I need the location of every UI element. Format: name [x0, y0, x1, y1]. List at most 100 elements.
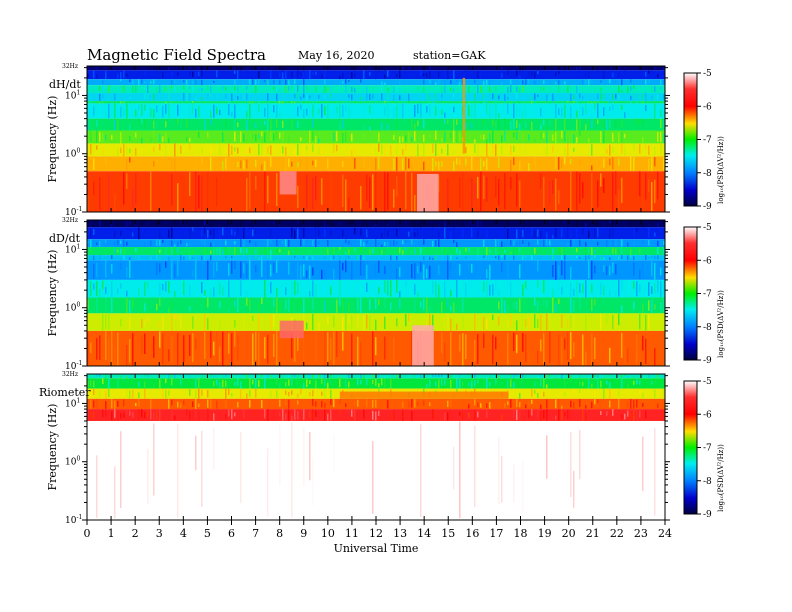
heatmap-streak [183, 85, 185, 90]
heatmap-streak [609, 375, 611, 377]
heatmap-feature [462, 77, 466, 154]
heatmap-streak [435, 161, 437, 167]
heatmap-streak [246, 93, 248, 101]
heatmap-streak [171, 374, 173, 378]
heatmap-streak [477, 255, 479, 261]
heatmap-streak [522, 220, 524, 227]
heatmap-streak [615, 67, 617, 70]
heatmap-streak [663, 94, 665, 101]
heatmap-streak [201, 66, 203, 71]
heatmap-streak [612, 247, 614, 254]
heatmap-streak [219, 382, 221, 389]
heatmap-streak [456, 221, 458, 225]
heatmap-streak [255, 134, 257, 141]
heatmap-streak [594, 220, 596, 226]
heatmap-streak [519, 123, 521, 131]
heatmap-streak [594, 228, 596, 239]
heatmap-streak [222, 331, 224, 366]
heatmap-streak [375, 147, 377, 155]
heatmap-streak [306, 322, 308, 330]
heatmap-streak [429, 402, 431, 407]
heatmap-streak [393, 189, 395, 208]
heatmap-streak [447, 144, 449, 156]
heatmap-streak [129, 375, 131, 379]
heatmap-streak [102, 409, 104, 417]
heatmap-streak [132, 85, 134, 93]
heatmap-streak [126, 376, 128, 379]
heatmap-streak [501, 220, 503, 227]
heatmap-streak [591, 298, 593, 311]
heatmap-streak [123, 70, 125, 79]
heatmap-streak [579, 283, 581, 293]
heatmap-streak [618, 280, 620, 297]
heatmap-streak [504, 130, 506, 142]
heatmap-streak [111, 221, 113, 227]
heatmap-streak [537, 280, 539, 288]
heatmap-streak [459, 421, 461, 519]
heatmap-streak [534, 314, 536, 328]
heatmap-streak [315, 410, 317, 417]
heatmap-streak [243, 263, 245, 274]
heatmap-streak [291, 298, 293, 314]
heatmap-streak [105, 71, 107, 79]
heatmap-streak [516, 66, 518, 68]
heatmap-streak [150, 66, 152, 70]
heatmap-streak [114, 193, 116, 211]
heatmap-streak [528, 163, 530, 171]
heatmap-streak [99, 101, 101, 103]
heatmap-streak [219, 145, 221, 156]
heatmap-streak [402, 66, 404, 70]
heatmap-streak [324, 409, 326, 421]
heatmap-streak [396, 255, 398, 261]
heatmap-streak [117, 249, 119, 253]
heatmap-streak [438, 66, 440, 70]
heatmap-streak [633, 256, 635, 260]
heatmap-streak [192, 270, 194, 277]
heatmap-streak [552, 248, 554, 255]
heatmap-streak [522, 66, 524, 71]
heatmap-streak [402, 158, 404, 170]
heatmap-streak [660, 109, 662, 117]
heatmap-streak [360, 247, 362, 254]
heatmap-streak [234, 331, 236, 347]
heatmap-streak [519, 240, 521, 247]
heatmap-streak [441, 85, 443, 93]
heatmap-streak [480, 134, 482, 140]
heatmap-streak [525, 334, 527, 363]
heatmap-streak [165, 86, 167, 92]
heatmap-streak [315, 71, 317, 75]
heatmap-streak [639, 333, 641, 364]
heatmap-streak [483, 255, 485, 259]
heatmap-streak [360, 374, 362, 379]
heatmap-streak [243, 239, 245, 248]
heatmap-streak [522, 143, 524, 156]
y-tick-exponent: 0 [76, 456, 80, 463]
heatmap-streak [603, 388, 605, 399]
heatmap-streak [153, 412, 155, 421]
heatmap-streak [555, 375, 557, 379]
heatmap-streak [363, 70, 365, 80]
panel-3-top-label: 32Hz [62, 371, 78, 378]
heatmap-streak [657, 74, 659, 78]
heatmap-streak [177, 332, 179, 365]
heatmap-streak [375, 379, 377, 386]
heatmap-streak [483, 93, 485, 101]
heatmap-streak [390, 302, 392, 310]
panel-2-heatmap [87, 220, 665, 366]
heatmap-streak [477, 247, 479, 256]
heatmap-streak [570, 332, 572, 360]
heatmap-streak [126, 344, 128, 365]
heatmap-streak [135, 109, 137, 117]
heatmap-streak [510, 430, 512, 481]
heatmap-streak [126, 158, 128, 171]
heatmap-streak [105, 314, 107, 329]
heatmap-streak [573, 299, 575, 312]
heatmap-streak [138, 104, 140, 110]
heatmap-streak [513, 103, 515, 119]
heatmap-streak [276, 390, 278, 398]
heatmap-streak [543, 333, 545, 364]
heatmap-streak [285, 79, 287, 85]
heatmap-streak [411, 119, 413, 131]
heatmap-streak [579, 93, 581, 99]
heatmap-streak [621, 239, 623, 247]
